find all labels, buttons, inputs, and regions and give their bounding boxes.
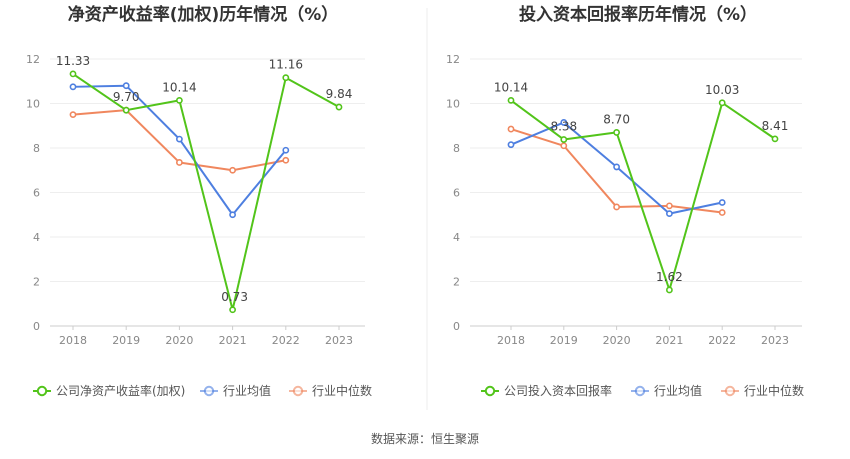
y-tick-label: 10: [446, 98, 460, 111]
source-note: 数据来源：恒生聚源: [371, 431, 479, 446]
data-point: [69, 70, 77, 78]
data-point: [718, 199, 726, 206]
data-label: 8.70: [603, 112, 630, 126]
y-tick-label: 8: [33, 142, 40, 155]
data-point: [613, 129, 620, 136]
data-point: [718, 209, 726, 216]
data-label: 10.03: [705, 83, 739, 97]
legend-label: 行业中位数: [312, 383, 372, 398]
y-tick-label: 2: [453, 276, 460, 289]
legend-label: 公司净资产收益率(加权): [56, 383, 185, 398]
legend-marker: [292, 385, 304, 397]
legend-label: 行业均值: [223, 383, 271, 398]
series-line: [510, 99, 776, 291]
x-tick-label: 2020: [165, 334, 193, 347]
series-line: [510, 128, 723, 214]
y-tick-label: 8: [453, 142, 460, 155]
data-point: [507, 125, 515, 133]
y-tick-label: 0: [453, 320, 460, 333]
data-label: 11.16: [269, 58, 303, 72]
legend-label: 公司投入资本回报率: [504, 383, 612, 398]
x-tick-label: 2020: [603, 334, 631, 347]
x-tick-label: 2023: [325, 334, 353, 347]
data-label: 10.14: [494, 80, 528, 94]
data-point: [122, 82, 130, 90]
x-tick-label: 2018: [497, 334, 525, 347]
legend-label: 行业均值: [654, 383, 702, 398]
data-label: 11.33: [56, 54, 90, 68]
x-tick-label: 2019: [550, 334, 578, 347]
x-tick-label: 2019: [112, 334, 140, 347]
y-tick-label: 6: [453, 187, 460, 200]
x-tick-label: 2021: [219, 334, 247, 347]
data-point: [613, 163, 620, 171]
legend-marker: [724, 385, 736, 397]
chart-panel-1: 净资产收益率(加权)历年情况（%） 0 2 4 6 8 10 12 2018 2019 2020 20…: [26, 4, 372, 398]
legend-marker: [634, 385, 646, 397]
chart-title: 投入资本回报率历年情况（%）: [519, 4, 757, 25]
y-tick-label: 0: [33, 320, 40, 333]
data-point: [613, 203, 620, 211]
chart-panel-2: 投入资本回报率历年情况（%） 0 2 4 6 8 10 12 2018 2019 2020 2021 2…: [446, 4, 804, 398]
y-tick-label: 12: [26, 53, 40, 66]
data-point: [229, 306, 236, 314]
chart-title: 净资产收益率(加权)历年情况（%）: [68, 4, 339, 25]
x-tick-label: 2018: [59, 334, 87, 347]
x-tick-label: 2022: [272, 334, 300, 347]
data-point: [335, 103, 343, 111]
x-tick-label: 2023: [761, 334, 789, 347]
data-point: [282, 74, 290, 82]
x-tick-label: 2021: [655, 334, 683, 347]
y-tick-label: 6: [33, 187, 40, 200]
series-line: [72, 84, 287, 216]
data-label: 8.38: [550, 120, 577, 134]
series-line: [72, 73, 340, 311]
data-point: [560, 142, 568, 150]
data-point: [666, 210, 673, 218]
x-tick-label: 2022: [708, 334, 736, 347]
data-point: [507, 141, 515, 149]
legend-marker: [484, 385, 496, 397]
legend-marker: [36, 385, 48, 397]
legend-label: 行业中位数: [744, 383, 804, 398]
data-point: [282, 156, 290, 164]
data-point: [122, 106, 130, 114]
data-label: 0.73: [221, 290, 248, 304]
data-point: [666, 286, 673, 294]
data-point: [282, 146, 290, 154]
data-point: [560, 136, 568, 143]
data-label: 9.84: [326, 87, 353, 101]
data-point: [175, 135, 183, 143]
data-label: 8.41: [762, 119, 789, 133]
y-tick-label: 4: [453, 231, 460, 244]
data-point: [175, 96, 183, 104]
data-point: [560, 119, 568, 126]
data-point: [69, 111, 77, 119]
y-tick-label: 2: [33, 276, 40, 289]
legend-marker: [203, 385, 215, 397]
data-label: 10.14: [162, 80, 196, 94]
data-point: [175, 159, 183, 166]
data-point: [229, 211, 236, 219]
data-point: [69, 83, 77, 91]
data-point: [507, 96, 515, 104]
y-tick-label: 4: [33, 231, 40, 244]
data-point: [229, 166, 236, 174]
data-point: [718, 99, 726, 107]
data-label: 1.62: [656, 270, 683, 284]
y-tick-label: 12: [446, 53, 460, 66]
data-point: [771, 135, 779, 143]
data-label: 9.70: [113, 90, 140, 104]
data-point: [666, 202, 673, 210]
y-tick-label: 10: [26, 98, 40, 111]
